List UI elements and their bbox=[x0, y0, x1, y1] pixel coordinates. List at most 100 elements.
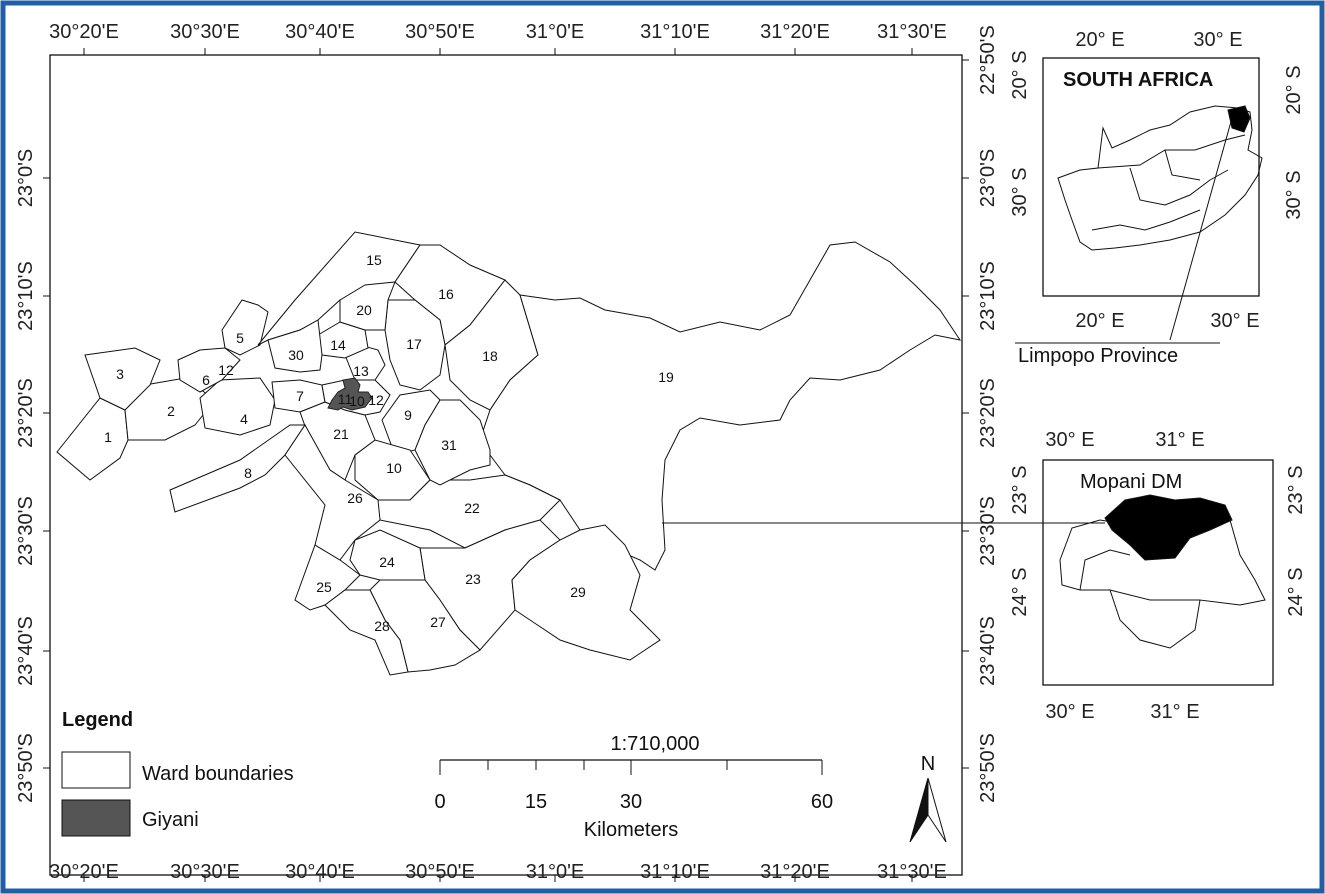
legend-swatch-wards bbox=[61, 751, 131, 789]
ward-label: 10 bbox=[349, 393, 365, 409]
inset-sa-left-label: 30° S bbox=[1009, 167, 1031, 216]
ward-26 bbox=[284, 424, 381, 561]
legend-title: Legend bbox=[62, 709, 133, 731]
ward-label: 26 bbox=[347, 490, 363, 506]
ward-label: 3 bbox=[116, 366, 124, 382]
ward-label: 17 bbox=[406, 336, 422, 352]
inset-mopani: Mopani DM 30° E 31° E 30° E 31° E 23° S … bbox=[1009, 429, 1307, 723]
scale-bar: 1:710,000 0 15 30 60 Kilometers bbox=[434, 733, 833, 841]
bottom-lon-label: 30°50'E bbox=[405, 861, 475, 883]
ward-label: 12 bbox=[218, 362, 234, 378]
inset-mopani-left-label: 23° S bbox=[1009, 465, 1031, 514]
inset-sa-top-label: 20° E bbox=[1075, 29, 1124, 51]
inset-south-africa: SOUTH AFRICA 20° E 30° E 20° E 30° E 20°… bbox=[1009, 29, 1305, 332]
ward-29 bbox=[511, 524, 661, 661]
right-lat-label: 23°10'S bbox=[977, 261, 999, 331]
bottom-lon-label: 31°20'E bbox=[760, 861, 830, 883]
ward-label: 18 bbox=[482, 348, 498, 364]
left-lat-label: 23°20'S bbox=[15, 378, 37, 448]
left-lat-label: 23°40'S bbox=[15, 616, 37, 686]
north-arrow-icon: N bbox=[909, 753, 947, 843]
ward-label: 23 bbox=[465, 571, 481, 587]
ward-6 bbox=[177, 347, 241, 393]
ward-label: 30 bbox=[288, 347, 304, 363]
right-lat-label: 23°30'S bbox=[977, 496, 999, 566]
inset-mopani-bottom-label: 30° E bbox=[1045, 701, 1094, 723]
ward-label: 2 bbox=[167, 403, 175, 419]
top-lon-label: 30°30'E bbox=[170, 21, 240, 43]
ward-label: 25 bbox=[316, 579, 332, 595]
giyani-area bbox=[327, 377, 373, 411]
right-lat-label: 23°0'S bbox=[977, 149, 999, 208]
ward-17 bbox=[384, 299, 446, 391]
ward-label: 16 bbox=[438, 286, 454, 302]
ward-30 bbox=[267, 319, 323, 373]
left-lat-label: 23°0'S bbox=[15, 149, 37, 208]
legend-swatch-giyani bbox=[61, 799, 131, 837]
ward-polygons bbox=[56, 231, 962, 676]
main-map-frame bbox=[49, 54, 963, 876]
top-lon-label: 30°20'E bbox=[49, 21, 119, 43]
bottom-lon-label: 30°40'E bbox=[285, 861, 355, 883]
inset-mopani-bottom-label: 31° E bbox=[1150, 701, 1199, 723]
right-lat-label: 23°20'S bbox=[977, 378, 999, 448]
top-lon-label: 31°10'E bbox=[640, 21, 710, 43]
scale-tick-label: 30 bbox=[620, 791, 642, 813]
inset-sa-right-label: 30° S bbox=[1283, 170, 1305, 219]
limpopo-highlight bbox=[1227, 105, 1251, 133]
ward-label: 31 bbox=[441, 437, 457, 453]
left-latitude-labels: 23°0'S 23°10'S 23°20'S 23°30'S 23°40'S 2… bbox=[15, 149, 37, 803]
inset-sa-top-label: 30° E bbox=[1193, 29, 1242, 51]
top-lon-label: 30°40'E bbox=[285, 21, 355, 43]
north-label: N bbox=[921, 753, 935, 775]
ward-number-labels: 1 2 3 4 5 6 7 8 9 10 11 12 13 14 15 16 1… bbox=[104, 252, 674, 634]
ward-label: 20 bbox=[356, 302, 372, 318]
scale-ratio: 1:710,000 bbox=[611, 733, 700, 755]
bottom-lon-label: 31°10'E bbox=[640, 861, 710, 883]
bottom-lon-label: 30°20'E bbox=[49, 861, 119, 883]
ward-5 bbox=[221, 299, 269, 356]
ward-label: 22 bbox=[464, 500, 480, 516]
scale-unit: Kilometers bbox=[584, 819, 678, 841]
left-lat-label: 23°30'S bbox=[15, 496, 37, 566]
ward-label: 21 bbox=[333, 426, 349, 442]
bottom-lon-label: 31°0'E bbox=[526, 861, 585, 883]
ward-label: 13 bbox=[353, 363, 369, 379]
scale-tick-label: 15 bbox=[525, 791, 547, 813]
ward-label: 1 bbox=[104, 429, 112, 445]
inset-sa-title: SOUTH AFRICA bbox=[1063, 69, 1213, 91]
top-longitude-labels: 30°20'E 30°30'E 30°40'E 30°50'E 31°0'E 3… bbox=[49, 21, 947, 43]
bottom-lon-label: 31°30'E bbox=[877, 861, 947, 883]
inset-mopani-title: Mopani DM bbox=[1080, 471, 1182, 493]
ward-label: 14 bbox=[330, 337, 346, 353]
inset-sa-left-label: 20° S bbox=[1009, 50, 1031, 99]
ward-label: 9 bbox=[404, 407, 412, 423]
top-lon-label: 30°50'E bbox=[405, 21, 475, 43]
ward-28 bbox=[324, 589, 409, 676]
ward-label: 10 bbox=[386, 460, 402, 476]
scale-tick-label: 60 bbox=[811, 791, 833, 813]
bottom-longitude-labels: 30°20'E 30°30'E 30°40'E 30°50'E 31°0'E 3… bbox=[49, 861, 947, 883]
ward-label: 6 bbox=[202, 372, 210, 388]
ward-label: 12 bbox=[368, 392, 384, 408]
legend-label-giyani: Giyani bbox=[142, 809, 199, 831]
inset-mopani-right-label: 24° S bbox=[1285, 567, 1307, 616]
top-lon-label: 31°30'E bbox=[877, 21, 947, 43]
right-lat-label: 23°40'S bbox=[977, 616, 999, 686]
ward-31 bbox=[414, 399, 491, 486]
top-lon-label: 31°20'E bbox=[760, 21, 830, 43]
ward-label: 27 bbox=[430, 614, 446, 630]
left-lat-label: 23°10'S bbox=[15, 261, 37, 331]
scale-tick-label: 0 bbox=[434, 791, 445, 813]
ward-label: 7 bbox=[296, 388, 304, 404]
legend: Legend Ward boundaries Giyani bbox=[61, 709, 294, 837]
ward-label: 4 bbox=[240, 411, 248, 427]
inset-sa-bottom-label: 30° E bbox=[1210, 310, 1259, 332]
mopani-highlight bbox=[1104, 494, 1233, 561]
ward-label: 19 bbox=[658, 369, 674, 385]
lat-ticks bbox=[43, 59, 969, 769]
inset-mopani-right-label: 23° S bbox=[1285, 465, 1307, 514]
ward-20 bbox=[339, 281, 396, 331]
right-lat-label: 23°50'S bbox=[977, 733, 999, 803]
